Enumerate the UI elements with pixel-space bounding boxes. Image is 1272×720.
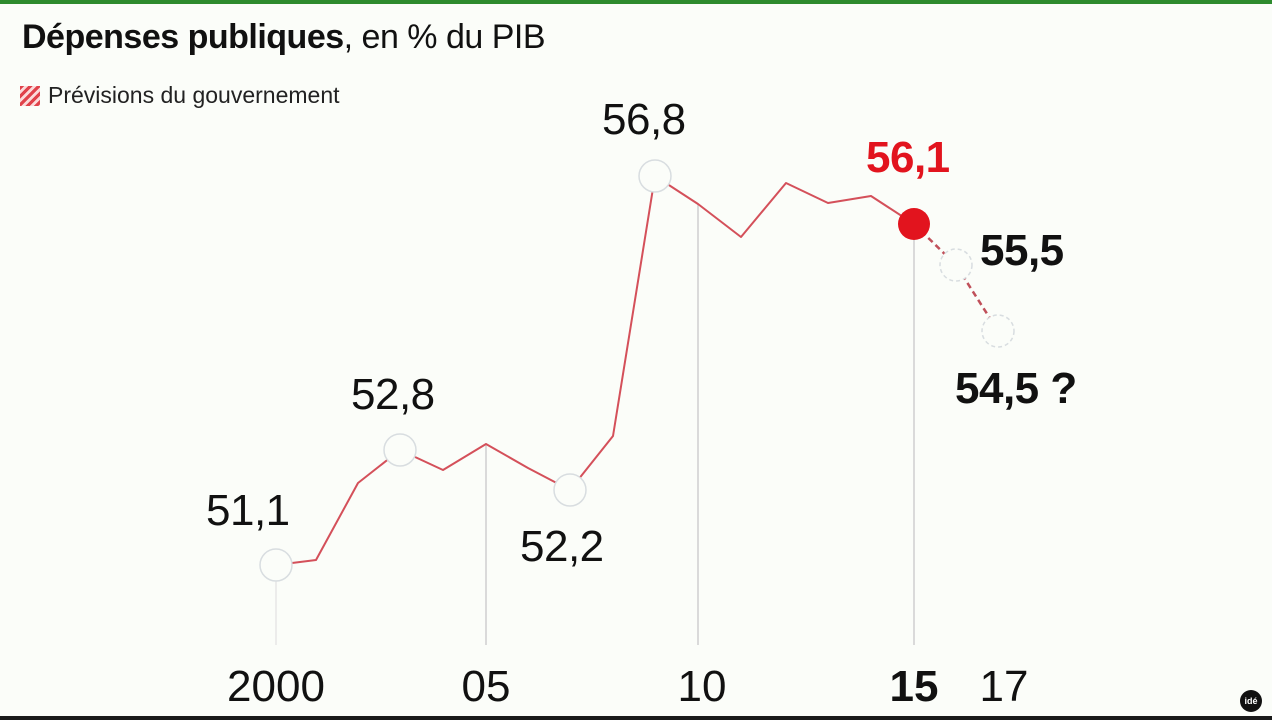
bottom-border [0,716,1272,720]
marker-2007 [553,473,587,507]
series-line-actual [275,175,915,566]
series-line-forecast [913,223,1000,332]
legend: Prévisions du gouvernement [20,82,340,109]
ide-logo-icon: idé [1240,690,1262,712]
x-tick-2017: 17 [979,662,1029,711]
marker-2017 [981,314,1015,348]
value-label-2016: 55,5 [980,226,1064,275]
value-label-2007: 52,2 [520,522,604,571]
chart-title-rest: , en % du PIB [343,18,546,56]
legend-label: Prévisions du gouvernement [48,82,340,108]
marker-2000 [259,548,293,582]
value-label-2009: 56,8 [602,95,686,144]
x-tick-2000: 2000 [227,662,325,711]
x-tick-2015: 15 [889,662,939,711]
x-tick-2010: 10 [677,662,727,711]
marker-2015-highlight [898,208,930,240]
value-label-2000: 51,1 [206,486,290,535]
x-tick-2005: 05 [461,662,511,711]
chart-title: Dépenses publiques, en % du PIB [22,18,546,57]
value-label-2015: 56,1 [866,133,950,182]
marker-2003 [383,433,417,467]
marker-2009 [638,159,672,193]
value-label-2003: 52,8 [351,370,435,419]
marker-2016 [939,248,973,282]
top-border [0,0,1272,4]
hatched-swatch-icon [20,85,40,106]
value-label-2017: 54,5 ? [955,364,1077,413]
chart-title-bold: Dépenses publiques [22,18,344,56]
